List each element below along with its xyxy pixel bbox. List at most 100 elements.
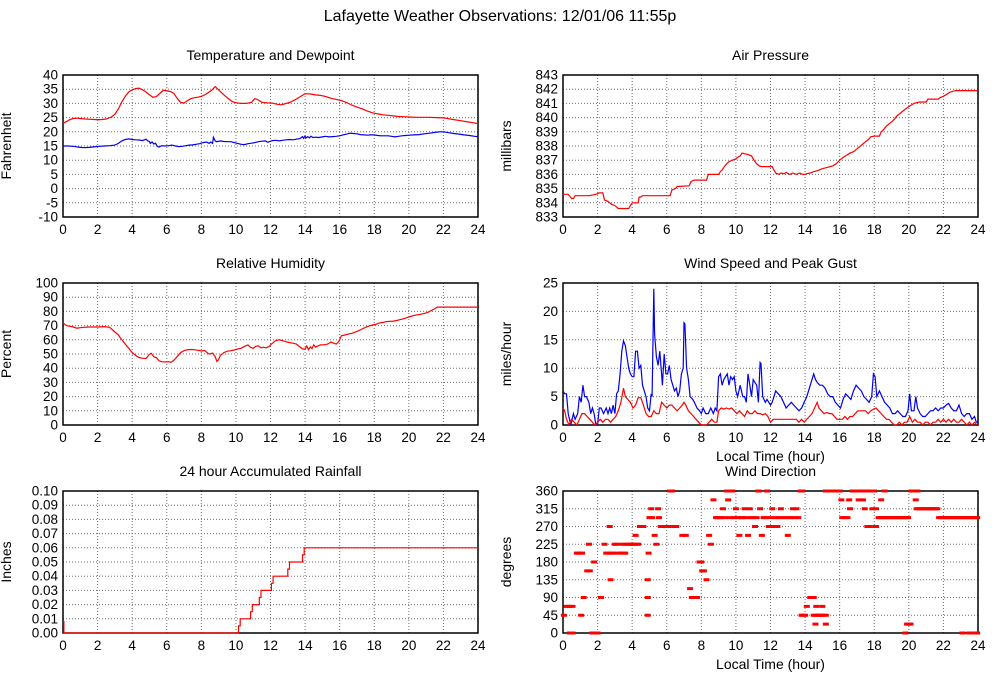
- scatter-point: [679, 533, 686, 537]
- scatter-point: [859, 489, 866, 493]
- scatter-point: [585, 542, 592, 546]
- y-axis-title: Inches: [0, 541, 14, 582]
- chart-wind-direction: Wind Direction 0 2 4 6 8 10 12 14 16 18 20 22 24 0 45 9…: [500, 456, 1000, 672]
- scatter-point: [718, 516, 725, 520]
- scatter-point: [703, 578, 710, 582]
- y-tick-label: 15: [43, 139, 58, 154]
- scatter-point: [706, 533, 713, 537]
- x-tick-label: 16: [832, 638, 847, 653]
- x-tick-label: 24: [970, 222, 986, 237]
- x-tick-label: 14: [298, 638, 314, 653]
- y-tick-label: 10: [43, 403, 58, 418]
- scatter-point: [750, 516, 757, 520]
- y-tick-label: 20: [43, 124, 58, 139]
- y-tick-label: 40: [43, 361, 58, 376]
- scatter-point: [644, 578, 651, 582]
- y-tick-label: 90: [43, 290, 58, 305]
- y-tick-label: 100: [35, 276, 58, 291]
- scatter-point: [907, 622, 914, 626]
- y-tick-label: 839: [535, 124, 558, 139]
- scatter-point: [881, 489, 888, 493]
- y-tick-label: 315: [535, 501, 558, 516]
- y-tick-label: 5: [50, 167, 58, 182]
- x-tick-label: 12: [263, 430, 278, 445]
- y-tick-label: 20: [43, 389, 58, 404]
- x-tick-label: 16: [332, 638, 347, 653]
- scatter-point: [743, 516, 750, 520]
- chart-air-pressure: Air Pressure 0 2 4 6 8 10 12 14 16 18 20 22 24 833 834…: [500, 40, 1000, 256]
- scatter-point: [617, 551, 624, 555]
- scatter-point: [645, 551, 652, 555]
- scatter-point: [872, 525, 879, 528]
- y-tick-label: -10: [38, 210, 58, 225]
- y-tick-label: 837: [535, 153, 558, 168]
- scatter-point: [569, 631, 576, 635]
- scatter-point: [640, 525, 647, 528]
- scatter-point: [802, 613, 809, 617]
- x-tick-label: 2: [94, 430, 102, 445]
- scatter-point: [591, 560, 598, 564]
- series-pressure: [563, 90, 978, 210]
- x-tick-label: 8: [198, 222, 206, 237]
- y-tick-label: 0.04: [32, 569, 59, 584]
- chart-relative-humidity: Relative Humidity 0 2 4 6 8 10 12 14 16 18 20 22 24 0…: [0, 248, 500, 464]
- series-temperature: [62, 85, 479, 125]
- y-axis-title: millibars: [500, 120, 514, 171]
- plot-frame: [62, 282, 479, 426]
- x-tick-label: 0: [59, 222, 67, 237]
- y-tick-label: 0.08: [32, 512, 58, 527]
- y-tick-label: 0.06: [32, 540, 58, 555]
- scatter-point: [606, 525, 613, 528]
- x-tick-label: 2: [94, 638, 102, 653]
- chart-title: 24 hour Accumulated Rainfall: [179, 463, 362, 479]
- y-tick-label: 135: [535, 572, 558, 587]
- y-tick-label: 10: [43, 153, 58, 168]
- scatter-point: [872, 507, 879, 511]
- x-tick-label: 10: [228, 222, 243, 237]
- scatter-point: [861, 507, 868, 511]
- y-tick-label: 30: [43, 375, 58, 390]
- scatter-point: [813, 604, 820, 608]
- x-tick-label: 10: [728, 222, 743, 237]
- scatter-point: [673, 525, 680, 528]
- y-tick-label: 0.07: [32, 526, 58, 541]
- x-tick-label: 8: [198, 430, 206, 445]
- scatter-point: [721, 516, 728, 520]
- series-peak-gust: [562, 288, 978, 426]
- scatter-point: [601, 542, 608, 546]
- x-tick-label: 12: [763, 222, 778, 237]
- scatter-point: [682, 533, 689, 537]
- scatter-point: [707, 542, 714, 546]
- scatter-point: [753, 516, 760, 520]
- chart-accumulated-rainfall: 24 hour Accumulated Rainfall 0 2 4 6 8 10 12 14…: [0, 456, 500, 672]
- scatter-point: [632, 533, 639, 537]
- scatter-point: [560, 613, 567, 617]
- scatter-point: [758, 533, 765, 537]
- scatter-point: [869, 507, 876, 511]
- y-tick-label: 225: [535, 537, 558, 552]
- y-tick-label: 5: [550, 389, 558, 404]
- y-tick-label: 838: [535, 139, 558, 154]
- y-tick-label: 0.05: [32, 555, 58, 570]
- chart-canvas-wind-speed-gust: 0 2 4 6 8 10 12 14 16 18 20 22 240510152025miles/hou…: [500, 276, 986, 465]
- scatter-point: [782, 516, 789, 520]
- x-tick-label: 4: [128, 430, 136, 445]
- x-tick-label: 22: [436, 638, 451, 653]
- chart-canvas-air-pressure: 0 2 4 6 8 10 12 14 16 18 20 22 248338348358368378388…: [500, 68, 986, 238]
- scatter-point: [719, 507, 726, 511]
- y-tick-label: 842: [535, 82, 558, 97]
- y-tick-label: 0.10: [32, 484, 58, 499]
- scatter-point: [860, 498, 867, 502]
- y-tick-label: 0.09: [32, 498, 58, 513]
- scatter-point: [846, 498, 853, 502]
- scatter-point: [729, 489, 736, 493]
- scatter-point: [578, 613, 585, 617]
- y-tick-label: 45: [543, 608, 558, 623]
- y-tick-label: 270: [535, 519, 558, 534]
- chart-canvas-accumulated-rainfall: 0 2 4 6 8 10 12 14 16 18 20 22 240.000.010.020.030.0…: [0, 484, 486, 654]
- x-tick-label: 20: [901, 222, 916, 237]
- scatter-point: [594, 631, 601, 635]
- y-tick-label: 50: [43, 347, 58, 362]
- scatter-point: [665, 525, 672, 528]
